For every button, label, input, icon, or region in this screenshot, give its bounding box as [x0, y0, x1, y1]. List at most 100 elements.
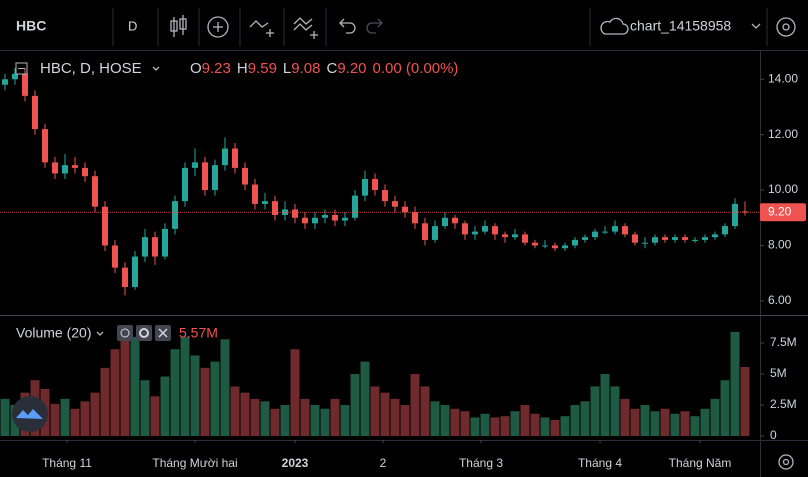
volume-bar: [120, 339, 130, 437]
candle-body: [242, 167, 248, 185]
volume-bar: [720, 380, 730, 437]
volume-menu-arrow[interactable]: [96, 331, 104, 336]
candle-body: [422, 223, 428, 240]
volume-bar: [110, 349, 120, 437]
undo-button[interactable]: [339, 18, 356, 34]
candle-body: [92, 176, 98, 207]
c-key: C: [326, 60, 337, 77]
volume-y-tick-label: 2.5M: [770, 397, 797, 411]
candle-body: [552, 245, 558, 249]
candle-body: [72, 165, 78, 168]
volume-title[interactable]: Volume (20): [16, 325, 91, 341]
x-tick-label: Tháng Năm: [669, 456, 732, 470]
o-value: 9.23: [202, 60, 231, 77]
candle-body: [532, 242, 538, 246]
volume-bar: [100, 367, 110, 437]
candle-body: [732, 203, 738, 227]
volume-bar: [620, 398, 630, 437]
volume-bar: [540, 417, 550, 437]
collapse-legend[interactable]: [15, 62, 28, 75]
volume-bar: [680, 411, 690, 437]
redo-button[interactable]: [366, 18, 383, 34]
candle-body: [82, 167, 88, 177]
candle-body: [12, 73, 18, 80]
volume-bar: [480, 413, 490, 437]
volume-last: 5.57M: [179, 325, 218, 341]
x-tick-label: Tháng 11: [42, 456, 92, 470]
candle-body: [322, 214, 328, 218]
candle-body: [542, 245, 548, 247]
o-key: O: [190, 60, 202, 77]
candle-body: [212, 165, 218, 191]
volume-bar: [580, 401, 590, 437]
candle-body: [652, 237, 658, 243]
volume-bar: [180, 336, 190, 437]
candle-body: [292, 209, 298, 218]
volume-y-tick-label: 7.5M: [770, 335, 797, 349]
settings-button[interactable]: [776, 17, 796, 37]
candle-body: [472, 231, 478, 235]
candle-body: [442, 217, 448, 227]
volume-bar: [670, 413, 680, 437]
y-tick-label: 12.00: [768, 127, 798, 141]
x-tick-label: Tháng 3: [459, 456, 503, 470]
volume-y-tick-label: 5M: [770, 366, 787, 380]
candle-body: [502, 234, 508, 238]
volume-bar: [630, 408, 640, 437]
chart-type-button[interactable]: [170, 15, 187, 37]
legend-symbol[interactable]: HBC, D, HOSE: [40, 60, 142, 77]
toolbar: HBC D chart_14158958: [16, 8, 796, 46]
volume-bar: [350, 374, 360, 437]
volume-bar: [400, 405, 410, 437]
candle-body: [412, 212, 418, 224]
close-icon: [158, 328, 168, 338]
candle-body: [272, 201, 278, 215]
price-label-bg: [760, 203, 806, 222]
candle-body: [2, 79, 8, 85]
interval-button[interactable]: D: [128, 18, 137, 33]
volume-bar: [420, 386, 430, 437]
volume-bar: [410, 374, 420, 437]
volume-bar: [650, 411, 660, 437]
cloud-icon: [600, 17, 629, 35]
gear-icon: [139, 328, 149, 338]
layout-name[interactable]: chart_14158958: [630, 18, 731, 34]
time-axis-settings[interactable]: [778, 454, 794, 470]
layout-menu-arrow[interactable]: [751, 23, 761, 29]
candle-body: [222, 148, 228, 166]
symbol-button[interactable]: HBC: [16, 18, 46, 34]
volume-settings-button[interactable]: [136, 325, 152, 341]
legend-menu-arrow[interactable]: [152, 66, 160, 71]
candle-body: [562, 245, 568, 249]
candle-body: [62, 165, 68, 174]
volume-bar: [360, 361, 370, 437]
candle-body: [42, 129, 48, 163]
volume-bar: [550, 419, 560, 437]
volume-bar: [80, 401, 90, 437]
hide-volume-button[interactable]: [117, 325, 133, 341]
candle-body: [482, 226, 488, 232]
volume-bar: [730, 331, 740, 437]
candle-body: [372, 178, 378, 191]
candle-body: [112, 245, 118, 268]
volume-bar: [530, 413, 540, 437]
candle-body: [722, 226, 728, 235]
candle-body: [302, 217, 308, 224]
candle-body: [452, 217, 458, 224]
compare-button[interactable]: [207, 16, 229, 38]
volume-bar: [70, 408, 80, 437]
candle-body: [362, 178, 368, 196]
candle-body: [642, 242, 648, 244]
candle-body: [252, 184, 258, 204]
volume-bar: [140, 380, 150, 437]
indicators-button[interactable]: [249, 20, 274, 37]
l-value: 9.08: [291, 60, 320, 77]
volume-bar: [500, 416, 510, 437]
c-value: 9.20: [337, 60, 366, 77]
templates-button[interactable]: [293, 17, 318, 39]
candle-body: [342, 217, 348, 221]
volume-bar: [230, 386, 240, 437]
candle-body: [332, 214, 338, 221]
candle-body: [512, 234, 518, 238]
